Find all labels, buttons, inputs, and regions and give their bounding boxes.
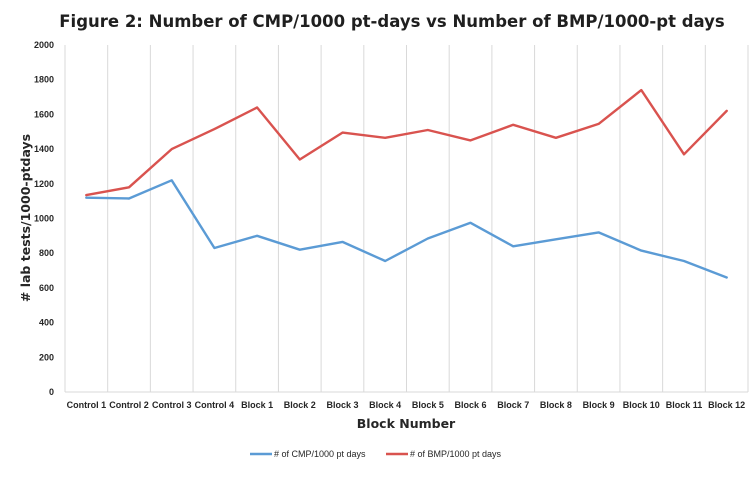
legend-label-1: # of CMP/1000 pt days <box>274 449 366 459</box>
x-tick-label: Block 11 <box>666 400 703 410</box>
x-tick-label: Block 9 <box>583 400 615 410</box>
gridlines <box>107 45 749 392</box>
y-tick-label: 1200 <box>34 179 54 189</box>
x-tick-label: Block 5 <box>412 400 444 410</box>
x-tick-label: Block 3 <box>326 400 358 410</box>
y-tick-label: 1000 <box>34 214 54 224</box>
y-tick-label: 2000 <box>34 40 54 50</box>
x-tick-label: Block 8 <box>540 400 572 410</box>
series-lines <box>85 88 728 279</box>
x-tick-label: Block 4 <box>369 400 401 410</box>
axes: 0 200 400 600 800 1000 1200 1400 1600 1800 2000 Con… <box>34 40 748 410</box>
y-tick-label: 1400 <box>34 144 54 154</box>
x-axis-title: Block Number <box>357 416 456 431</box>
x-tick-label: Block 7 <box>497 400 529 410</box>
x-tick-label: Block 6 <box>455 400 487 410</box>
y-tick-label: 0 <box>49 387 54 397</box>
y-tick-label: 400 <box>39 318 54 328</box>
y-tick-label: 800 <box>39 248 54 258</box>
y-tick-label: 1800 <box>34 75 54 85</box>
series-line-1 <box>85 179 728 279</box>
y-axis-title: # lab tests/1000-ptdays <box>18 134 33 302</box>
legend-label-2: # of BMP/1000 pt days <box>410 449 502 459</box>
chart-title: Figure 2: Number of CMP/1000 pt-days vs … <box>59 12 725 31</box>
x-tick-label: Control 2 <box>109 400 149 410</box>
x-tick-label: Block 2 <box>284 400 316 410</box>
series-line-2 <box>85 88 728 197</box>
y-tick-label: 200 <box>39 352 54 362</box>
y-tick-label: 600 <box>39 283 54 293</box>
x-tick-label: Block 12 <box>708 400 745 410</box>
x-tick-label: Control 1 <box>67 400 107 410</box>
y-tick-label: 1600 <box>34 109 54 119</box>
x-tick-label: Block 1 <box>241 400 273 410</box>
x-tick-label: Control 3 <box>152 400 192 410</box>
x-tick-label: Control 4 <box>195 400 235 410</box>
x-tick-label: Block 10 <box>623 400 660 410</box>
legend: # of CMP/1000 pt days # of BMP/1000 pt da… <box>250 449 502 459</box>
